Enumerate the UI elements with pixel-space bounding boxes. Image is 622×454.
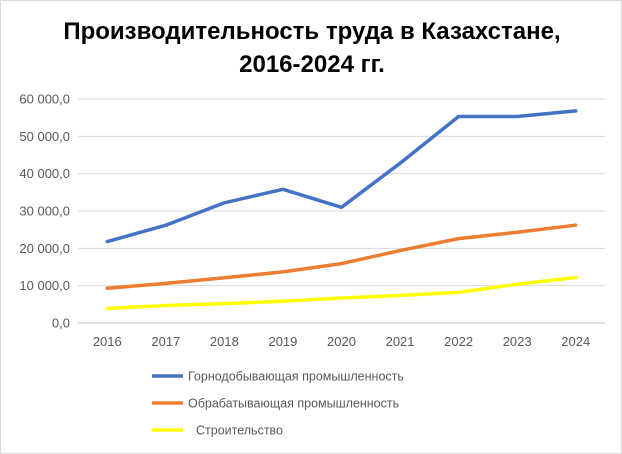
chart-title: Производительность труда в Казахстане, 2… <box>1 15 622 81</box>
x-tick-label: 2017 <box>151 334 180 349</box>
y-tick-label: 10 000,0 <box>19 278 70 293</box>
legend-label: Горнодобывающая промышленность <box>188 370 404 384</box>
x-tick-label: 2018 <box>210 334 239 349</box>
x-tick-label: 2021 <box>386 334 415 349</box>
legend-item: Обрабатывающая промышленность <box>152 397 399 411</box>
x-tick-label: 2023 <box>503 334 532 349</box>
y-tick-label: 0,0 <box>52 316 70 331</box>
y-tick-label: 60 000,0 <box>19 92 70 107</box>
series-line-3 <box>105 275 578 311</box>
x-tick-label: 2016 <box>93 334 122 349</box>
series-line-2 <box>105 223 578 291</box>
legend-label: Строительство <box>196 424 283 438</box>
x-tick-label: 2024 <box>561 334 590 349</box>
x-axis-tick-labels: 2016 2017 2018 2019 2020 2021 2022 2023 2024 <box>93 334 590 349</box>
gridlines <box>78 98 605 324</box>
y-tick-label: 40 000,0 <box>19 166 70 181</box>
y-axis-tick-labels: 0,0 10 000,0 20 000,0 30 000,0 40 000,0 50 00… <box>19 92 70 331</box>
legend-item: Горнодобывающая промышленность <box>152 370 404 384</box>
chart-title-line-1: Производительность труда в Казахстане, <box>63 18 561 45</box>
y-tick-label: 50 000,0 <box>19 129 70 144</box>
legend-item: Строительство <box>152 424 283 438</box>
x-tick-label: 2022 <box>444 334 473 349</box>
series-lines <box>105 109 578 311</box>
y-tick-label: 30 000,0 <box>19 204 70 219</box>
x-tick-label: 2019 <box>268 334 297 349</box>
series-line-1 <box>105 109 578 244</box>
legend: Горнодобывающая промышленность Обрабатыва… <box>152 370 404 438</box>
legend-label: Обрабатывающая промышленность <box>188 397 399 411</box>
chart-title-line-2: 2016-2024 гг. <box>239 51 385 78</box>
x-tick-label: 2020 <box>327 334 356 349</box>
y-tick-label: 20 000,0 <box>19 241 70 256</box>
